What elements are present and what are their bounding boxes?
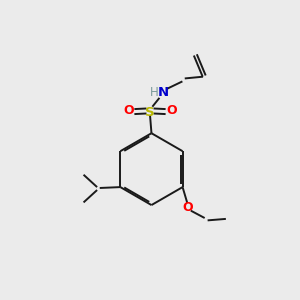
Text: S: S: [145, 106, 155, 118]
Text: O: O: [166, 104, 176, 117]
Text: O: O: [183, 201, 193, 214]
Text: N: N: [158, 86, 169, 99]
Text: O: O: [124, 104, 134, 117]
Text: H: H: [150, 86, 158, 99]
